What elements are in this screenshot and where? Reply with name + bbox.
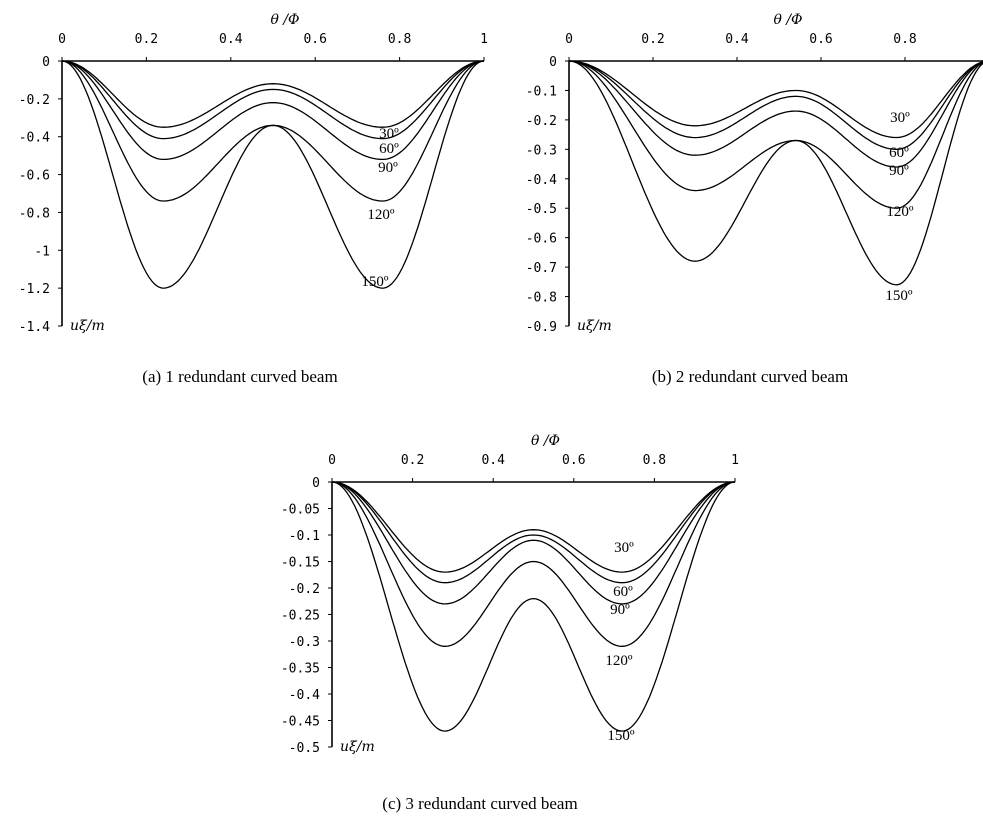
series-line-4 [61,60,485,202]
series-line-3 [61,60,485,161]
series-label: 60º [613,584,633,600]
y-tick-label: 0 [549,55,557,70]
y-tick-label: -0.5 [289,741,320,756]
series-label: 120º [367,207,395,223]
series-label: 150º [607,728,635,744]
y-tick-label: -0.6 [19,169,50,184]
y-tick-label: -0.4 [289,688,320,703]
series-label: 90º [889,163,909,179]
y-tick-label: -0.15 [281,556,320,571]
series-line-4 [331,481,736,647]
series-label: 150º [885,288,913,304]
x-tick-label: 0.4 [725,32,749,47]
series-label: 60º [889,145,909,161]
series-line-2 [61,60,485,140]
y-tick-label: -0.2 [19,93,50,108]
series-line-5 [61,60,485,289]
series-line-1 [61,60,485,128]
x-tick-label: 0.4 [481,453,505,468]
x-tick-label: 1 [731,453,739,468]
x-tick-label: 0.4 [219,32,243,47]
series-label: 30º [890,110,910,126]
y-tick-label: -1.4 [19,320,50,335]
y-tick-label: -0.3 [289,635,320,650]
series-label: 30º [614,540,634,556]
y-axis-label: uξ/m [340,739,375,755]
series-label: 90º [378,160,398,176]
y-tick-label: -0.2 [526,114,557,129]
y-tick-label: -0.5 [526,202,557,217]
y-tick-label: -0.1 [289,529,320,544]
series-line-4 [568,60,983,209]
y-tick-label: -0.35 [281,662,320,677]
series-label: 150º [361,274,389,290]
x-tick-label: 0.8 [388,32,411,47]
y-tick-label: -1 [34,244,50,259]
y-tick-label: -0.6 [526,232,557,247]
y-tick-label: 0 [312,476,320,491]
series-line-2 [331,481,736,584]
x-axis-label: θ /Φ [531,433,560,449]
y-tick-label: -0.2 [289,582,320,597]
chart-3: 0 0.2 0.4 0.6 0.8 1 0 -0.05 -0.1 -0.15 -0.2 -0.25 -0… [281,433,739,813]
x-axis-label: θ /Φ [270,12,299,28]
x-tick-label: 0 [565,32,573,47]
series-label: 90º [610,602,630,618]
y-tick-label: -0.05 [281,503,320,518]
x-tick-label: 0.6 [562,453,585,468]
chart-caption: (c) 3 redundant curved beam [382,794,577,813]
chart-caption: (a) 1 redundant curved beam [142,367,337,386]
x-tick-label: 0.2 [401,453,424,468]
chart-2: 0 0.2 0.4 0.6 0.8 0 -0.1 -0.2 -0.3 -0.4 -0.5 -0.6 -0… [526,12,983,386]
chart-caption: (b) 2 redundant curved beam [652,367,848,386]
series-line-1 [331,481,736,573]
y-tick-label: -0.7 [526,261,557,276]
x-tick-label: 0 [328,453,336,468]
series-line-5 [568,60,983,286]
y-tick-label: 0 [42,55,50,70]
x-tick-label: 0.6 [809,32,832,47]
y-axis-label: uξ/m [70,318,105,334]
series-line-3 [331,481,736,605]
x-axis-label: θ /Φ [773,12,802,28]
y-tick-label: -0.45 [281,715,320,730]
series-line-5 [331,481,736,732]
x-tick-label: 0.2 [135,32,158,47]
y-tick-label: -0.4 [526,173,557,188]
chart-1: 0 0.2 0.4 0.6 0.8 1 0 -0.2 -0.4 -0.6 -0.8 -1 -1.2 -1.… [19,12,488,386]
series-label: 30º [379,126,399,142]
series-label: 120º [605,653,633,669]
x-tick-label: 0.2 [641,32,664,47]
y-tick-label: -0.4 [19,131,50,146]
y-tick-label: -0.25 [281,609,320,624]
x-tick-label: 0 [58,32,66,47]
series-line-3 [568,60,983,168]
y-axis-label: uξ/m [577,318,612,334]
y-tick-label: -0.8 [19,206,50,221]
x-tick-label: 1 [480,32,488,47]
y-tick-label: -0.1 [526,84,557,99]
y-tick-label: -0.8 [526,291,557,306]
x-tick-label: 0.6 [303,32,326,47]
series-label: 120º [886,204,914,220]
series-line-1 [568,60,983,139]
x-tick-label: 0.8 [643,453,666,468]
x-tick-label: 0.8 [893,32,916,47]
series-line-2 [568,60,983,150]
series-label: 60º [379,141,399,157]
y-tick-label: -0.9 [526,320,557,335]
y-tick-label: -1.2 [19,282,50,297]
y-tick-label: -0.3 [526,143,557,158]
